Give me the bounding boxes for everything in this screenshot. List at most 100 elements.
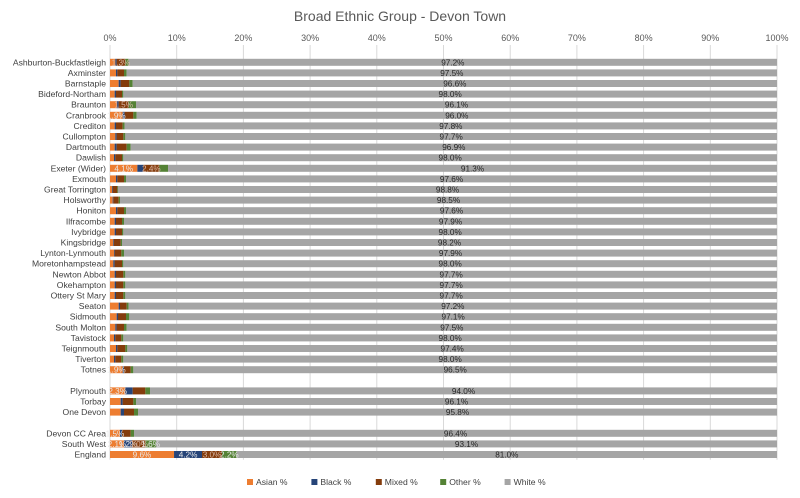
category-label: Ottery St Mary bbox=[51, 291, 107, 301]
bar-segment-black bbox=[115, 323, 117, 331]
category-label: Moretonhampstead bbox=[32, 259, 106, 269]
category-label: Tiverton bbox=[75, 354, 106, 364]
bar-segment-black bbox=[120, 429, 123, 437]
data-label: 97.5% bbox=[440, 323, 463, 332]
bar-segment-other bbox=[124, 207, 127, 215]
category-label: Kingsbridge bbox=[61, 238, 107, 248]
bar-segment-other bbox=[124, 175, 127, 183]
data-label: 98.0% bbox=[439, 90, 462, 99]
bar-segment-asian bbox=[110, 387, 126, 395]
bar-segment-black bbox=[114, 249, 115, 257]
bar-segment-white bbox=[133, 366, 778, 374]
data-label: 97.2% bbox=[441, 302, 464, 311]
x-tick-label: 50% bbox=[434, 33, 452, 43]
bar-segment-mixed bbox=[116, 122, 123, 130]
data-label: 98.5% bbox=[437, 196, 460, 205]
bar-segment-black bbox=[114, 270, 117, 278]
bar-segment-black bbox=[114, 292, 117, 299]
bar-segment-black bbox=[112, 196, 114, 204]
data-label: 97.5% bbox=[440, 69, 463, 78]
bar-segment-mixed bbox=[116, 58, 126, 66]
bar-segment-asian bbox=[110, 133, 116, 140]
bar-segment-white bbox=[125, 281, 777, 289]
category-label: Cullompton bbox=[63, 132, 107, 142]
bar-segment-mixed bbox=[116, 133, 124, 140]
data-label: 2.3% bbox=[108, 387, 127, 396]
data-label: 1.5% bbox=[114, 101, 133, 110]
bar-segment-black bbox=[114, 90, 117, 98]
bar-segment-black bbox=[116, 101, 119, 109]
legend-swatch bbox=[440, 479, 447, 485]
category-label: Dawlish bbox=[76, 153, 106, 163]
data-labels: 1.3% 97.2%97.5%96.6%98.0%1.5% 96.1%1.9% 96.… bbox=[106, 58, 519, 459]
bar-segment-other bbox=[122, 90, 124, 98]
category-label: Honiton bbox=[76, 206, 106, 216]
bar-segment-white bbox=[126, 69, 778, 77]
bar-segment-other bbox=[129, 80, 133, 87]
bar-segment-other bbox=[159, 164, 169, 172]
bar-segment-white bbox=[124, 122, 777, 130]
data-label: 3.0% bbox=[203, 451, 222, 460]
bar-segment-white bbox=[123, 260, 778, 268]
category-label: England bbox=[74, 450, 106, 460]
category-label: Devon CC Area bbox=[46, 428, 106, 438]
legend-swatch bbox=[247, 479, 253, 485]
bar-segment-other bbox=[124, 69, 127, 77]
category-label: Tavistock bbox=[71, 333, 107, 343]
category-label: Dartmouth bbox=[66, 142, 106, 152]
data-label: 94.0% bbox=[452, 387, 475, 396]
x-tick-label: 100% bbox=[765, 33, 788, 43]
x-tick-label: 40% bbox=[368, 33, 386, 43]
bar-segment-white bbox=[129, 313, 777, 321]
bar-segment-white bbox=[123, 90, 778, 98]
data-label: 98.0% bbox=[439, 260, 462, 269]
legend-swatch bbox=[311, 479, 318, 485]
bar-segment-white bbox=[123, 154, 778, 162]
data-label: 93.1% bbox=[455, 440, 478, 449]
data-label: 98.0% bbox=[439, 154, 462, 163]
legend-label: Mixed % bbox=[385, 477, 418, 487]
bar-segment-black bbox=[124, 440, 133, 448]
category-label: Lynton-Lynmouth bbox=[40, 248, 106, 258]
legend-swatch bbox=[504, 479, 511, 485]
bar-segment-asian bbox=[110, 186, 113, 193]
bar-segment-asian bbox=[110, 302, 119, 310]
bar-segment-mixed bbox=[113, 196, 119, 204]
bar-segment-asian bbox=[110, 101, 117, 109]
data-label: 96.9% bbox=[442, 143, 465, 152]
bar-segment-other bbox=[121, 334, 124, 342]
bar-segment-asian bbox=[110, 69, 117, 77]
bar-segment-other bbox=[123, 133, 126, 140]
data-label: 97.4% bbox=[441, 345, 464, 354]
category-label: Okehampton bbox=[57, 280, 106, 290]
bar-segment-other bbox=[123, 292, 126, 299]
bar-segment-black bbox=[118, 302, 121, 310]
bar-segment-asian bbox=[110, 313, 117, 321]
bar-segment-other bbox=[133, 111, 137, 119]
x-tick-label: 20% bbox=[234, 33, 252, 43]
bar-segment-asian bbox=[110, 345, 117, 352]
bar-segment-white bbox=[118, 186, 777, 193]
bar-segment-white bbox=[127, 345, 778, 352]
bar-segment-white bbox=[128, 302, 777, 310]
bar-segment-white bbox=[122, 239, 778, 246]
bar-segment-black bbox=[115, 58, 117, 66]
data-label: 97.2% bbox=[441, 58, 464, 67]
x-tick-label: 0% bbox=[103, 33, 116, 43]
data-label: 97.7% bbox=[440, 292, 463, 301]
bar-segment-asian bbox=[110, 217, 115, 225]
bar-segment-other bbox=[126, 302, 129, 310]
data-label: 1.2% bbox=[119, 440, 138, 449]
bar-segment-white bbox=[124, 217, 777, 225]
bar-segments bbox=[110, 58, 778, 458]
bar-segment-mixed bbox=[117, 345, 126, 352]
category-label: Exeter (Wider) bbox=[51, 163, 107, 173]
bar-segment-black bbox=[114, 154, 116, 162]
bar-segment-mixed bbox=[202, 451, 223, 458]
data-label: 97.1% bbox=[442, 313, 465, 322]
bar-segment-asian bbox=[110, 58, 116, 66]
bar-segment-asian bbox=[110, 323, 116, 331]
category-label: Torbay bbox=[80, 397, 106, 407]
bar-segment-white bbox=[125, 292, 777, 299]
